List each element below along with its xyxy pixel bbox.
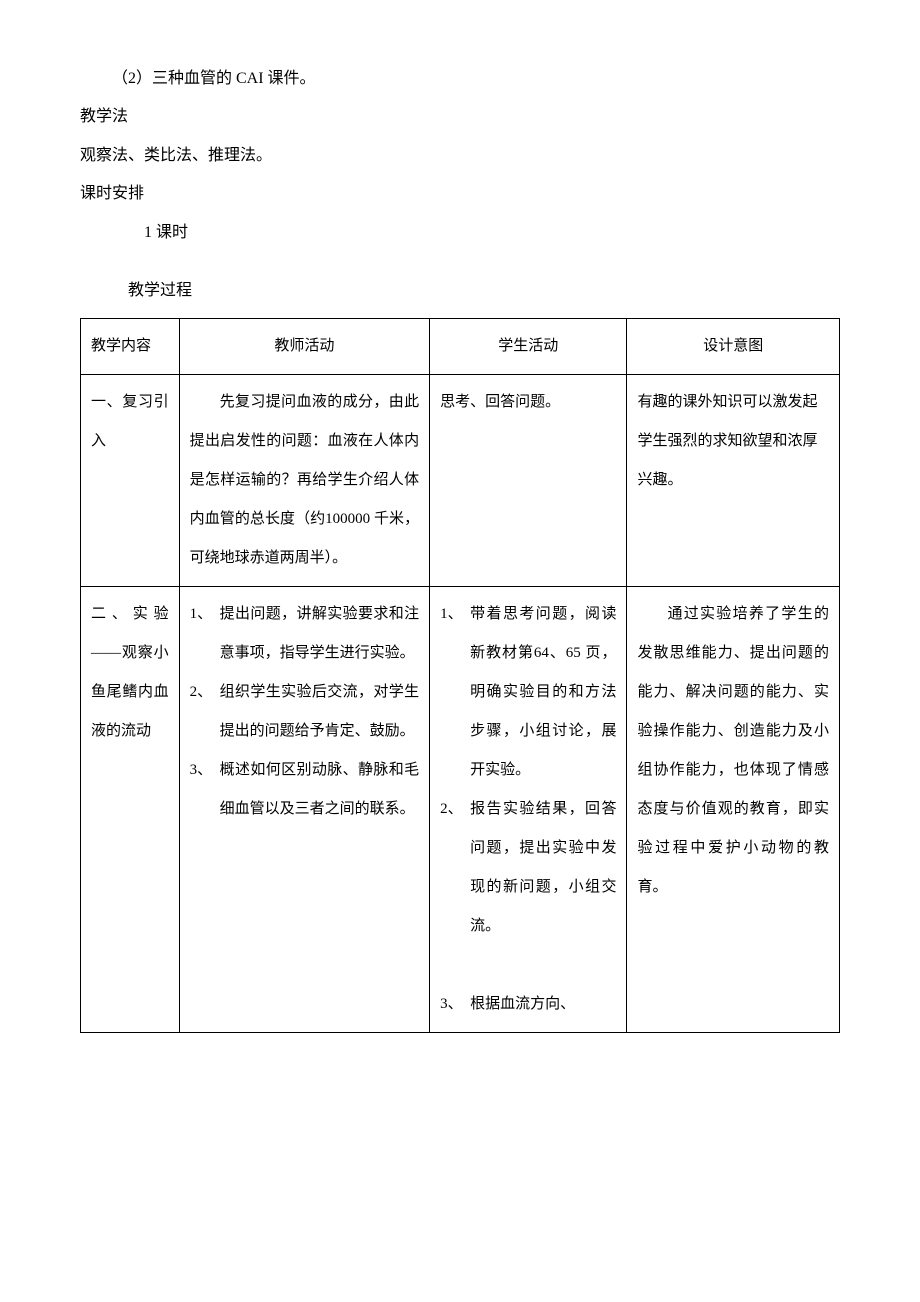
row2-content-text: 二、实验——观察小鱼尾鳍内血液的流动 xyxy=(91,595,169,751)
header-teacher: 教师活动 xyxy=(179,319,429,375)
row2-content: 二、实验——观察小鱼尾鳍内血液的流动 xyxy=(81,587,180,1033)
row2-student: 1、 带着思考问题，阅读新教材第64、65 页，明确实验目的和方法步骤，小组讨论… xyxy=(430,587,627,1033)
row1-teacher-text: 先复习提问血液的成分，由此提出启发性的问题：血液在人体内是怎样运输的？再给学生介… xyxy=(190,383,419,578)
intro-line-method-title: 教学法 xyxy=(80,98,840,136)
row2-purpose-text: 通过实验培养了学生的发散思维能力、提出问题的能力、解决问题的能力、实验操作能力、… xyxy=(637,595,829,907)
row2-teacher: 1、 提出问题，讲解实验要求和注意事项，指导学生进行实验。 2、 组织学生实验后… xyxy=(179,587,429,1033)
row1-student: 思考、回答问题。 xyxy=(430,375,627,587)
list-text: 组织学生实验后交流，对学生提出的问题给予肯定、鼓励。 xyxy=(220,673,419,751)
list-item: 3、 根据血流方向、 xyxy=(440,985,616,1024)
row1-content: 一、复习引入 xyxy=(81,375,180,587)
list-num: 3、 xyxy=(190,751,220,829)
list-num: 2、 xyxy=(440,790,470,946)
list-item: 2、 报告实验结果，回答问题，提出实验中发现的新问题，小组交流。 xyxy=(440,790,616,946)
intro-line-methods: 观察法、类比法、推理法。 xyxy=(80,137,840,175)
list-item: 1、 提出问题，讲解实验要求和注意事项，指导学生进行实验。 xyxy=(190,595,419,673)
list-text: 概述如何区别动脉、静脉和毛细血管以及三者之间的联系。 xyxy=(220,751,419,829)
list-num: 1、 xyxy=(190,595,220,673)
row1-teacher: 先复习提问血液的成分，由此提出启发性的问题：血液在人体内是怎样运输的？再给学生介… xyxy=(179,375,429,587)
list-text: 提出问题，讲解实验要求和注意事项，指导学生进行实验。 xyxy=(220,595,419,673)
list-num: 2、 xyxy=(190,673,220,751)
table-row: 一、复习引入 先复习提问血液的成分，由此提出启发性的问题：血液在人体内是怎样运输… xyxy=(81,375,840,587)
header-student: 学生活动 xyxy=(430,319,627,375)
list-item: 2、 组织学生实验后交流，对学生提出的问题给予肯定、鼓励。 xyxy=(190,673,419,751)
list-num: 1、 xyxy=(440,595,470,790)
intro-line-schedule-title: 课时安排 xyxy=(80,175,840,213)
intro-line-process-title: 教学过程 xyxy=(80,272,840,310)
row2-purpose: 通过实验培养了学生的发散思维能力、提出问题的能力、解决问题的能力、实验操作能力、… xyxy=(627,587,840,1033)
teaching-table: 教学内容 教师活动 学生活动 设计意图 一、复习引入 先复习提问血液的成分，由此… xyxy=(80,318,840,1033)
list-item: 1、 带着思考问题，阅读新教材第64、65 页，明确实验目的和方法步骤，小组讨论… xyxy=(440,595,616,790)
table-header-row: 教学内容 教师活动 学生活动 设计意图 xyxy=(81,319,840,375)
row1-content-text: 一、复习引入 xyxy=(91,383,169,461)
intro-line-cai: （2）三种血管的 CAI 课件。 xyxy=(80,60,840,98)
header-content: 教学内容 xyxy=(81,319,180,375)
intro-line-schedule: 1 课时 xyxy=(80,214,840,252)
list-text: 带着思考问题，阅读新教材第64、65 页，明确实验目的和方法步骤，小组讨论，展开… xyxy=(470,595,616,790)
list-num: 3、 xyxy=(440,985,470,1024)
list-item: 3、 概述如何区别动脉、静脉和毛细血管以及三者之间的联系。 xyxy=(190,751,419,829)
list-text: 报告实验结果，回答问题，提出实验中发现的新问题，小组交流。 xyxy=(470,790,616,946)
table-row: 二、实验——观察小鱼尾鳍内血液的流动 1、 提出问题，讲解实验要求和注意事项，指… xyxy=(81,587,840,1033)
header-purpose: 设计意图 xyxy=(627,319,840,375)
list-text: 根据血流方向、 xyxy=(470,985,616,1024)
row1-purpose: 有趣的课外知识可以激发起学生强烈的求知欲望和浓厚兴趣。 xyxy=(627,375,840,587)
